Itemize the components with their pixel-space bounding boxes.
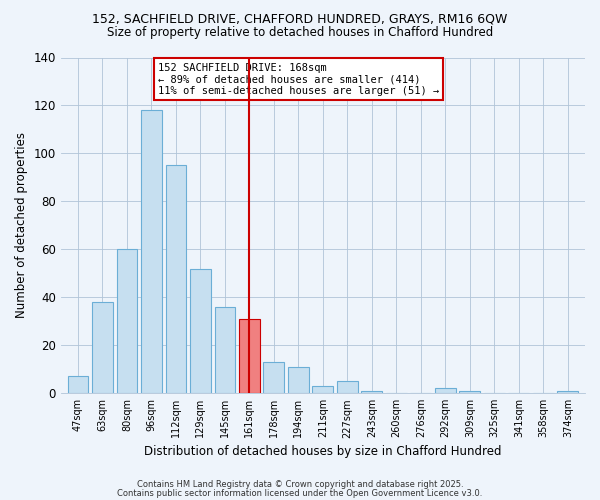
Bar [288, 367, 309, 393]
Text: Size of property relative to detached houses in Chafford Hundred: Size of property relative to detached ho… [107, 26, 493, 39]
Bar [116, 250, 137, 393]
Text: 152 SACHFIELD DRIVE: 168sqm
← 89% of detached houses are smaller (414)
11% of se: 152 SACHFIELD DRIVE: 168sqm ← 89% of det… [158, 62, 439, 96]
Bar [68, 376, 88, 393]
Bar [92, 302, 113, 393]
Bar [215, 307, 235, 393]
Bar [337, 381, 358, 393]
Bar [263, 362, 284, 393]
X-axis label: Distribution of detached houses by size in Chafford Hundred: Distribution of detached houses by size … [144, 444, 502, 458]
Bar [557, 391, 578, 393]
Bar [435, 388, 456, 393]
Text: Contains HM Land Registry data © Crown copyright and database right 2025.: Contains HM Land Registry data © Crown c… [137, 480, 463, 489]
Y-axis label: Number of detached properties: Number of detached properties [15, 132, 28, 318]
Bar [460, 391, 480, 393]
Text: Contains public sector information licensed under the Open Government Licence v3: Contains public sector information licen… [118, 488, 482, 498]
Bar [166, 166, 187, 393]
Bar [361, 391, 382, 393]
Text: 152, SACHFIELD DRIVE, CHAFFORD HUNDRED, GRAYS, RM16 6QW: 152, SACHFIELD DRIVE, CHAFFORD HUNDRED, … [92, 12, 508, 26]
Bar [239, 319, 260, 393]
Bar [313, 386, 334, 393]
Bar [141, 110, 162, 393]
Bar [190, 268, 211, 393]
